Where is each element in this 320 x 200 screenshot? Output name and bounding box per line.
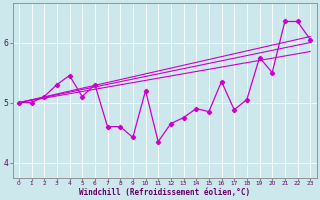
- X-axis label: Windchill (Refroidissement éolien,°C): Windchill (Refroidissement éolien,°C): [79, 188, 250, 197]
